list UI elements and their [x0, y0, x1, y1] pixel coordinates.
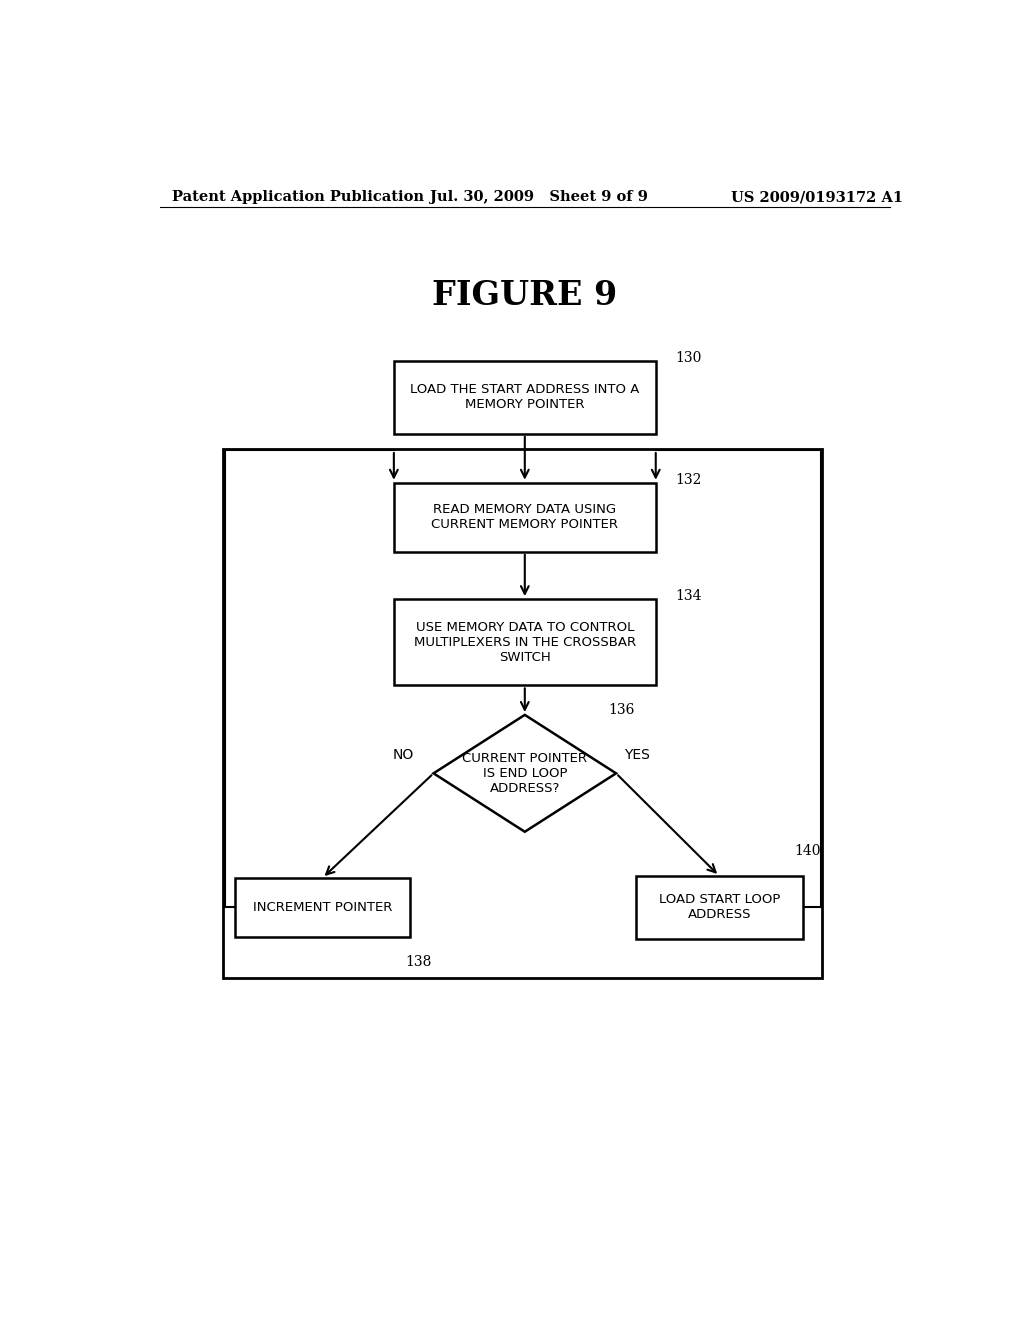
Text: 134: 134 — [676, 589, 702, 603]
Text: 140: 140 — [795, 843, 821, 858]
Text: US 2009/0193172 A1: US 2009/0193172 A1 — [731, 190, 903, 205]
Text: Jul. 30, 2009   Sheet 9 of 9: Jul. 30, 2009 Sheet 9 of 9 — [430, 190, 647, 205]
Text: Patent Application Publication: Patent Application Publication — [172, 190, 424, 205]
Text: 138: 138 — [406, 956, 432, 969]
Text: NO: NO — [392, 748, 414, 762]
FancyBboxPatch shape — [636, 876, 803, 939]
Text: 132: 132 — [676, 473, 702, 487]
Text: 130: 130 — [676, 351, 702, 364]
Polygon shape — [433, 715, 616, 832]
FancyBboxPatch shape — [394, 360, 655, 434]
Text: YES: YES — [624, 748, 650, 762]
Text: READ MEMORY DATA USING
CURRENT MEMORY POINTER: READ MEMORY DATA USING CURRENT MEMORY PO… — [431, 503, 618, 531]
Text: 136: 136 — [608, 702, 635, 717]
Text: CURRENT POINTER
IS END LOOP
ADDRESS?: CURRENT POINTER IS END LOOP ADDRESS? — [462, 752, 588, 795]
Text: FIGURE 9: FIGURE 9 — [432, 279, 617, 312]
FancyBboxPatch shape — [236, 878, 410, 937]
FancyBboxPatch shape — [223, 449, 822, 978]
Text: LOAD THE START ADDRESS INTO A
MEMORY POINTER: LOAD THE START ADDRESS INTO A MEMORY POI… — [411, 383, 639, 412]
Text: USE MEMORY DATA TO CONTROL
MULTIPLEXERS IN THE CROSSBAR
SWITCH: USE MEMORY DATA TO CONTROL MULTIPLEXERS … — [414, 620, 636, 664]
Text: INCREMENT POINTER: INCREMENT POINTER — [253, 902, 392, 913]
Text: LOAD START LOOP
ADDRESS: LOAD START LOOP ADDRESS — [658, 894, 780, 921]
FancyBboxPatch shape — [394, 599, 655, 685]
FancyBboxPatch shape — [394, 483, 655, 552]
